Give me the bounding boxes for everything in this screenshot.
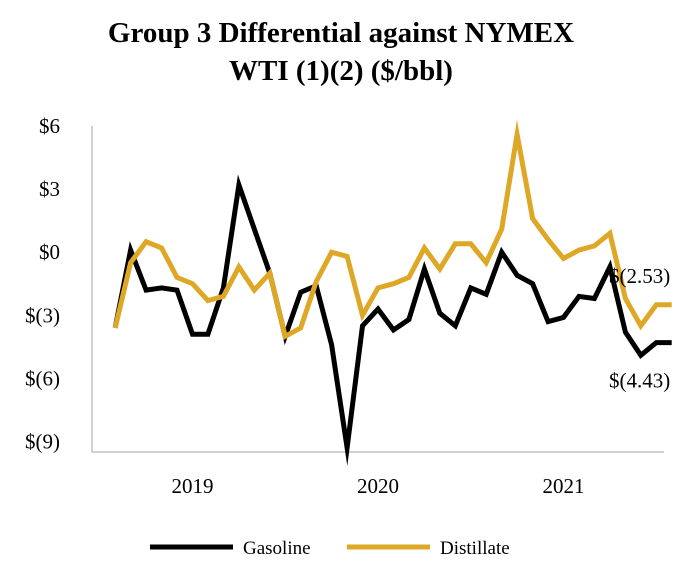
legend-label-gasoline: Gasoline — [243, 538, 311, 559]
chart-title-line-1: Group 3 Differential against NYMEX — [107, 17, 575, 49]
end-value-annotations: $(2.53) $(4.43) — [609, 264, 670, 393]
end-value-label-distillate: $(2.53) — [609, 264, 670, 288]
y-axis-ticks: $6 $3 $0 $(3) $(6) $(9) — [25, 114, 60, 453]
y-tick-label: $0 — [39, 240, 60, 264]
axes — [91, 126, 664, 453]
y-tick-label: $(6) — [25, 366, 60, 390]
series-line-gasoline — [112, 174, 672, 467]
series-line-distillate — [112, 119, 672, 341]
chart-title-line-2: WTI (1)(2) ($/bbl) — [229, 55, 453, 87]
x-tick-label: 2021 — [543, 474, 585, 498]
end-value-label-gasoline: $(4.43) — [609, 369, 670, 393]
y-tick-label: $6 — [39, 114, 60, 138]
y-tick-label: $3 — [39, 177, 60, 201]
x-axis-ticks: 2019 2020 2021 — [171, 474, 584, 498]
y-tick-label: $(9) — [25, 429, 60, 453]
y-tick-label: $(3) — [25, 303, 60, 327]
chart-title: Group 3 Differential against NYMEX WTI (… — [0, 14, 682, 90]
legend: Gasoline Distillate — [150, 538, 510, 559]
x-tick-label: 2019 — [171, 474, 213, 498]
legend-label-distillate: Distillate — [440, 538, 510, 559]
x-tick-label: 2020 — [357, 474, 399, 498]
series-lines — [112, 119, 672, 467]
